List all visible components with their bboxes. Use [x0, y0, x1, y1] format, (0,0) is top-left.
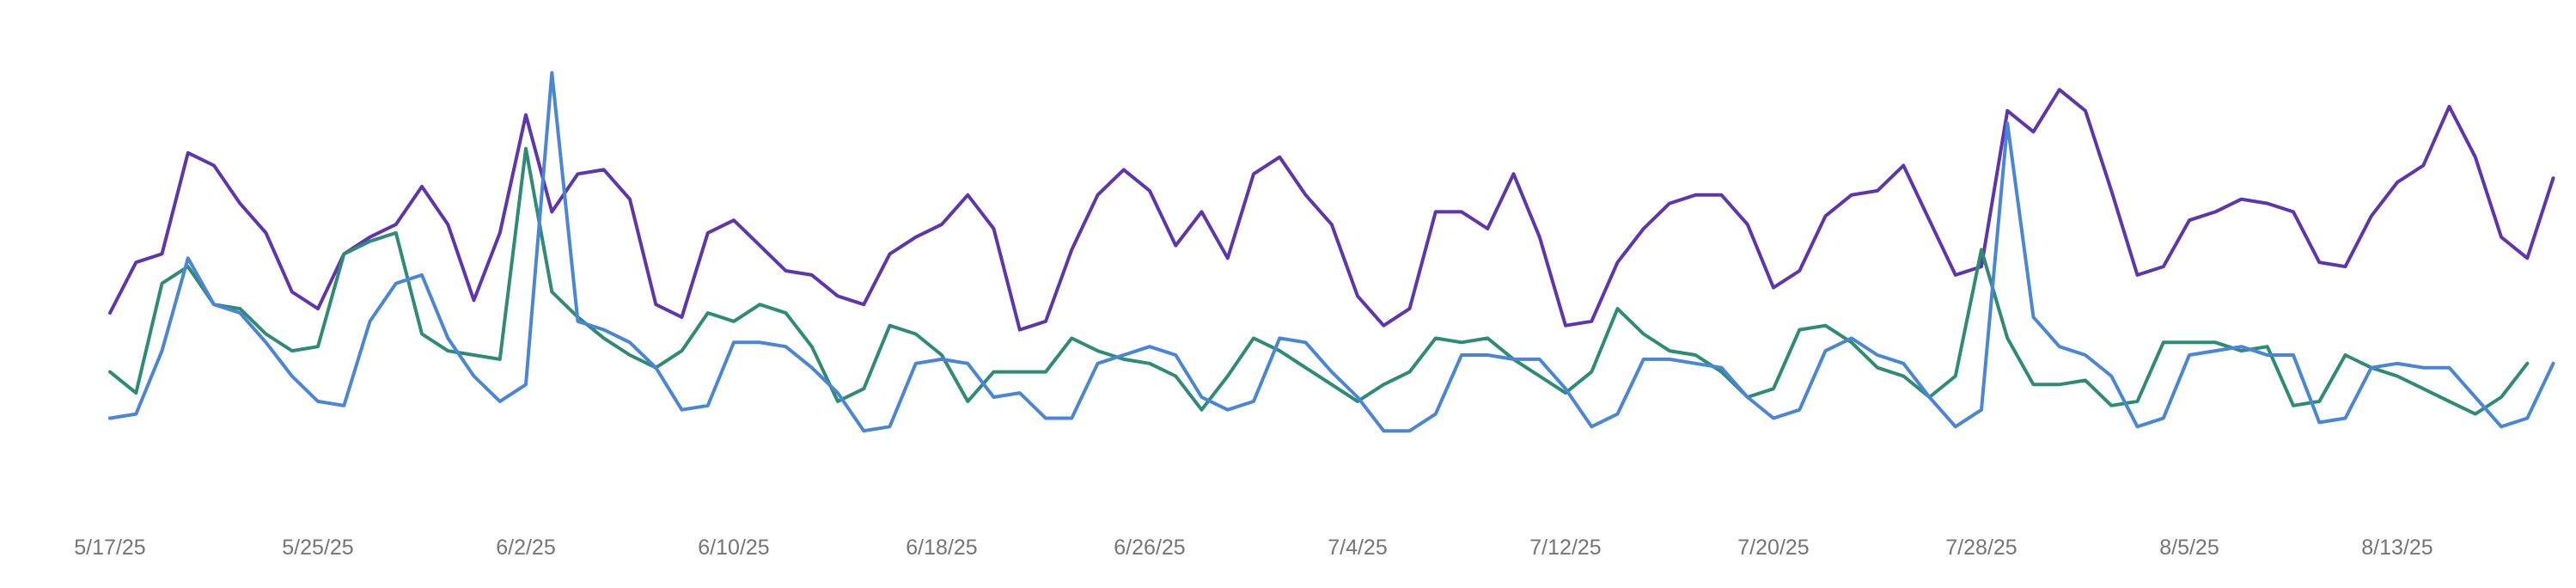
x-tick-label: 6/10/25	[698, 536, 769, 560]
series-lines	[108, 70, 2555, 433]
x-tick-label: 5/17/25	[74, 536, 145, 560]
x-tick-label: 6/18/25	[906, 536, 977, 560]
series-line-3	[108, 70, 2555, 433]
x-tick-label: 7/12/25	[1529, 536, 1601, 560]
x-tick-label: 7/20/25	[1737, 536, 1809, 560]
x-axis-ticks: 5/17/25 5/25/25 6/2/25 6/10/25 6/18/25 6/26/2…	[74, 536, 2433, 560]
x-tick-label: 7/4/25	[1328, 536, 1388, 560]
x-tick-label: 5/25/25	[282, 536, 353, 560]
series-line-1	[108, 88, 2555, 332]
x-tick-label: 7/28/25	[1945, 536, 2017, 560]
x-tick-label: 8/5/25	[2159, 536, 2219, 560]
x-tick-label: 8/13/25	[2361, 536, 2433, 560]
x-tick-label: 6/2/25	[496, 536, 556, 560]
x-tick-label: 6/26/25	[1114, 536, 1185, 560]
